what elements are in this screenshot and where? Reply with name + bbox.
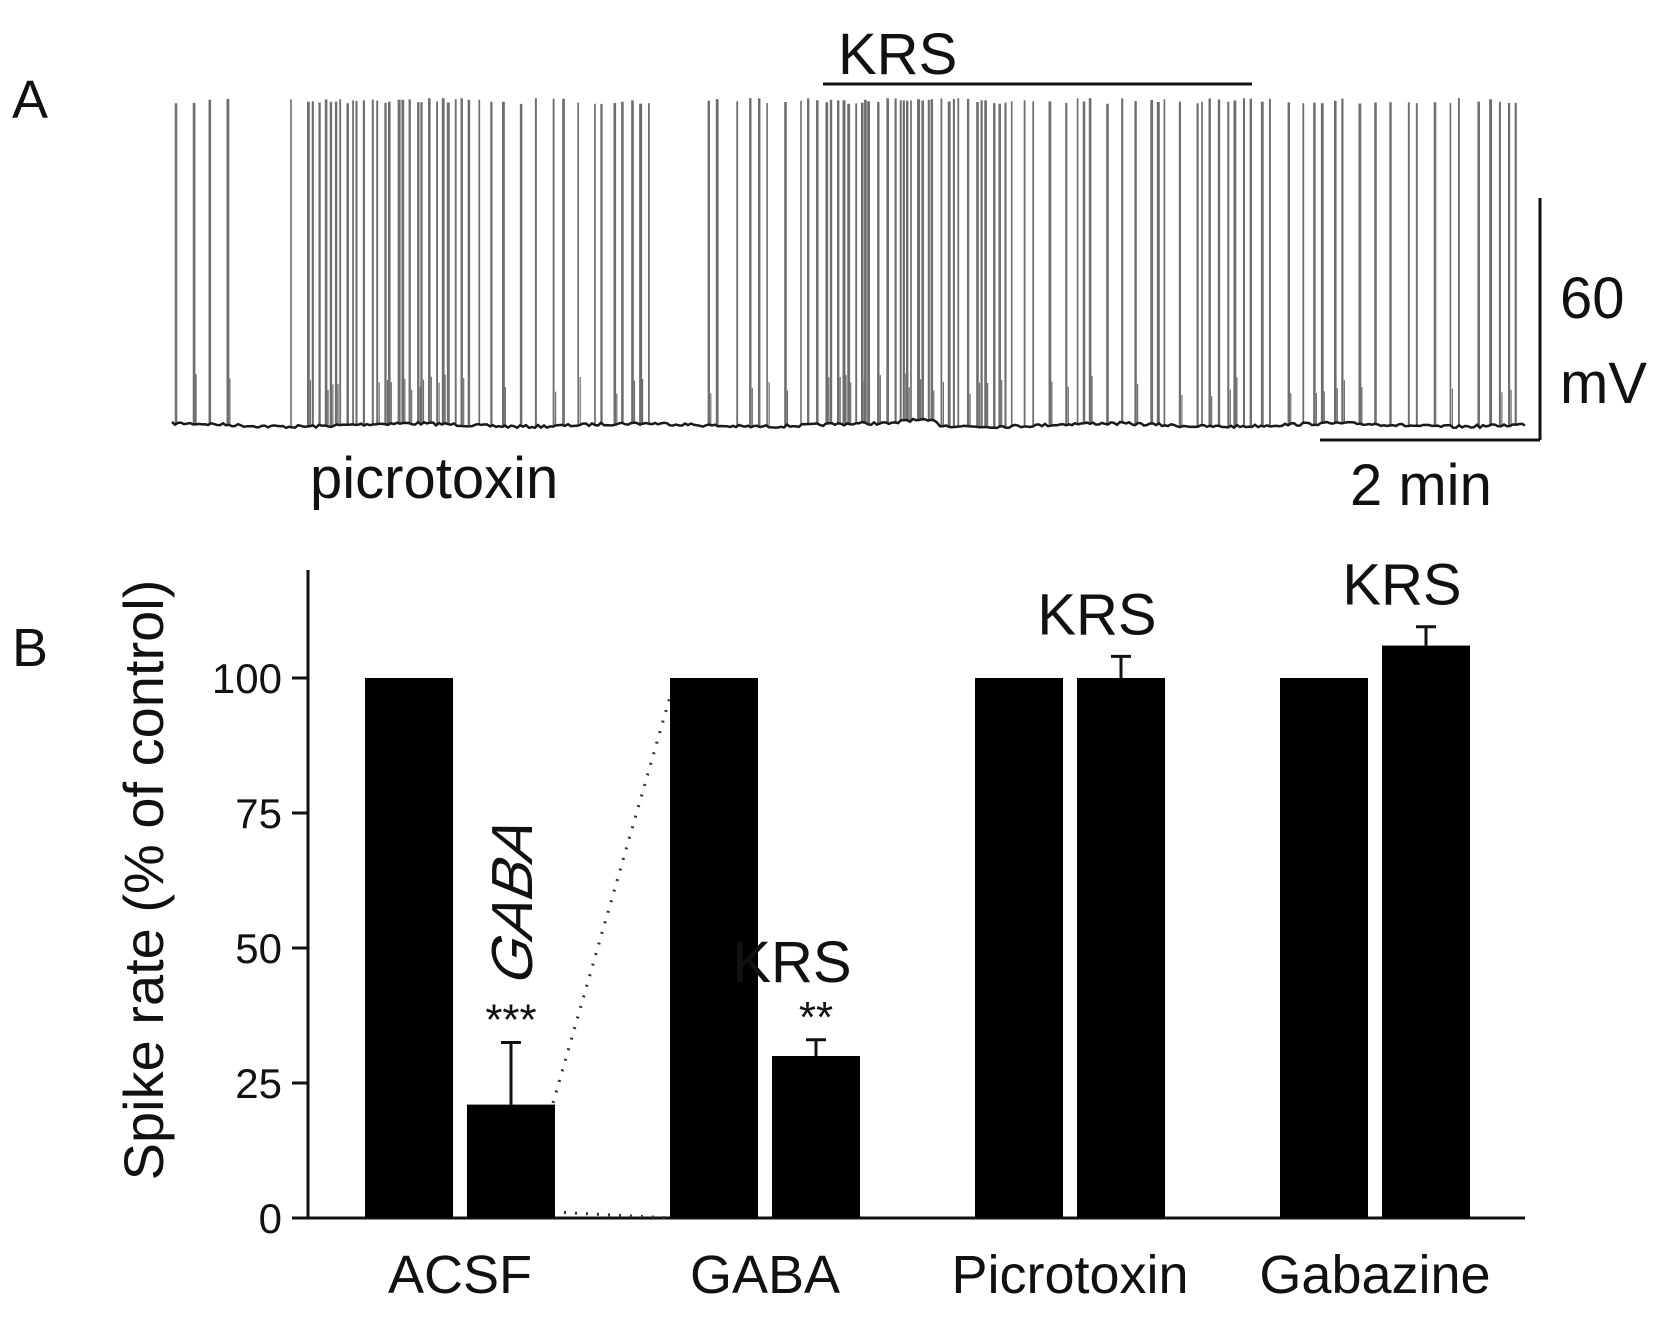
dotted-connector-top <box>551 689 674 1104</box>
y-tick-label: 100 <box>212 655 282 702</box>
significance-marker: *** <box>485 996 536 1045</box>
panel-b-label: B <box>12 618 48 678</box>
dotted-connector-bottom <box>552 1210 673 1220</box>
gaba-annotation: GABA <box>481 813 545 988</box>
bar-acsf-control <box>365 678 453 1218</box>
bar-label-krs: KRS <box>1342 553 1461 618</box>
y-tick-label: 50 <box>235 925 282 972</box>
x-category-gaba: GABA <box>690 1245 840 1305</box>
bar-acsf-treatment <box>467 1104 555 1218</box>
spike-trace <box>174 98 1517 427</box>
x-category-acsf: ACSF <box>388 1245 532 1305</box>
voltage-scalebar-unit: mV <box>1560 351 1647 416</box>
bar-label-krs: KRS <box>1037 582 1156 647</box>
picrotoxin-label: picrotoxin <box>310 446 558 511</box>
voltage-scalebar-value: 60 <box>1560 266 1625 331</box>
chart-axes: 0 25 50 75 100 ACSF GABA Picrotoxin Gabazine <box>212 570 1525 1305</box>
bar-picrotoxin-treatment <box>1077 678 1165 1218</box>
y-tick-label: 75 <box>235 790 282 837</box>
panel-a: A KRS picrotoxin 60 mV 2 min <box>12 22 1647 518</box>
x-category-picrotoxin: Picrotoxin <box>951 1245 1188 1305</box>
bar-gabazine-treatment <box>1382 645 1470 1218</box>
x-category-gabazine: Gabazine <box>1259 1245 1490 1305</box>
panel-a-label: A <box>12 70 48 130</box>
bar-picrotoxin-control <box>975 678 1063 1218</box>
bars <box>365 625 1470 1218</box>
bar-gaba-control <box>670 678 758 1218</box>
bar-label-krs: KRS <box>732 930 851 995</box>
y-tick-label: 25 <box>235 1060 282 1107</box>
significance-marker: ** <box>799 993 833 1042</box>
trace-baseline <box>171 417 1526 430</box>
panel-b: B Spike rate (% of control) 0 25 50 75 100 AC… <box>12 553 1525 1305</box>
y-tick-label: 0 <box>259 1195 282 1242</box>
krs-application-label: KRS <box>838 22 957 87</box>
time-scalebar-label: 2 min <box>1350 453 1492 518</box>
bar-gabazine-control <box>1280 678 1368 1218</box>
bar-gaba-treatment <box>772 1056 860 1218</box>
y-axis-title: Spike rate (% of control) <box>112 580 175 1181</box>
